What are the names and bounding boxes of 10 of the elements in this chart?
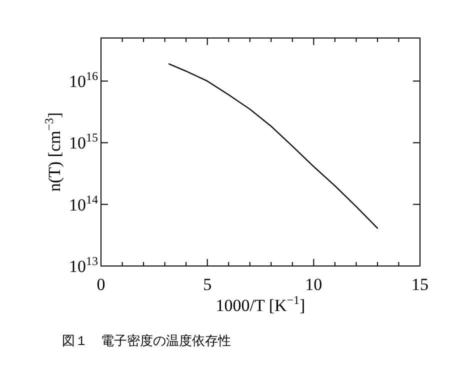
x-tick-label: 5 [203, 275, 212, 294]
y-tick-label: 10$^{13}$ [69, 254, 98, 276]
x-tick-label: 0 [96, 275, 106, 294]
x-axis-title: 1000/T [K$^{−1}$] [216, 293, 306, 315]
y-tick-label: 10$^{15}$ [69, 130, 98, 153]
y-tick-label: 10$^{14}$ [69, 192, 98, 214]
annotation: 図１ 電子密度の温度依存性 [62, 333, 231, 348]
y-tick-label: 10$^{16}$ [69, 69, 98, 92]
x-tick-label: 10 [305, 275, 322, 294]
x-tick-label: 15 [412, 275, 428, 294]
